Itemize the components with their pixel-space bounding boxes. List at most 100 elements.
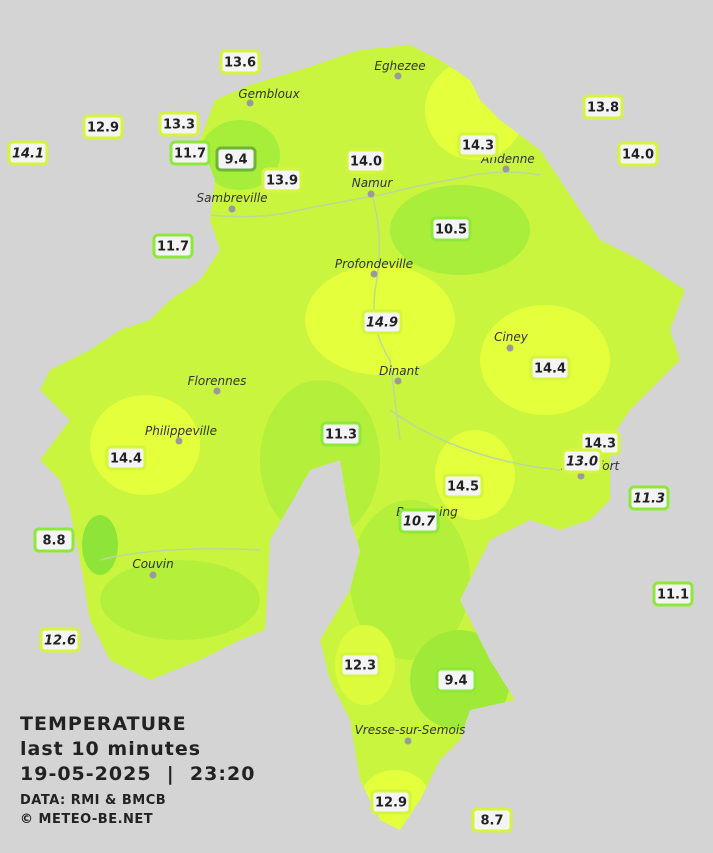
city-name: Florennes — [188, 374, 247, 388]
station: 13.8 — [582, 94, 624, 120]
city-dot — [394, 72, 402, 80]
station-box — [582, 94, 624, 120]
city-name: Dinant — [379, 364, 420, 378]
legend: TEMPERATURE last 10 minutes 19-05-2025 |… — [20, 713, 255, 827]
station-box — [442, 473, 484, 499]
station: 14.9 — [361, 309, 403, 335]
station-value: 14.4 — [534, 362, 566, 377]
station-value: 12.6 — [44, 634, 76, 649]
city-dot — [228, 205, 236, 213]
station: 12.9 — [370, 789, 412, 815]
station-box — [430, 216, 472, 242]
station-box — [169, 140, 211, 166]
station-value: 11.3 — [325, 428, 357, 443]
station-value: 13.0 — [566, 455, 598, 470]
station-box — [152, 233, 194, 259]
station: 14.5 — [442, 473, 484, 499]
station: 8.7 — [471, 807, 513, 833]
station: 12.9 — [82, 114, 124, 140]
station-box — [652, 581, 694, 607]
station: 12.3 — [339, 652, 381, 678]
station: 13.6 — [219, 49, 261, 75]
station: 9.4 — [435, 667, 477, 693]
station: 8.8 — [33, 527, 75, 553]
station-box — [529, 355, 571, 381]
city-dot — [506, 344, 514, 352]
station-box — [7, 140, 49, 166]
station-value: 13.9 — [266, 174, 298, 189]
station-value: 8.7 — [480, 814, 503, 829]
station: 11.7 — [169, 140, 211, 166]
station-value: 14.0 — [622, 148, 654, 163]
city-name: Vresse-sur-Semois — [355, 723, 466, 737]
station-box — [628, 485, 670, 511]
station-value: 11.3 — [633, 492, 665, 507]
city-dot — [367, 190, 375, 198]
city-dot — [577, 472, 585, 480]
station-box — [261, 167, 303, 193]
station-value: 14.9 — [366, 316, 398, 331]
station-box — [457, 132, 499, 158]
station-box — [219, 49, 261, 75]
city-name: Sambreville — [196, 191, 267, 205]
station-box — [320, 421, 362, 447]
station-value: 14.3 — [462, 139, 494, 154]
station: 13.3 — [158, 111, 200, 137]
station-value: 9.4 — [224, 153, 247, 168]
station-box — [339, 652, 381, 678]
station-value: 13.3 — [163, 118, 195, 133]
city-name: Couvin — [132, 557, 173, 571]
station-box — [361, 309, 403, 335]
city-dot — [394, 377, 402, 385]
station-value: 9.4 — [444, 674, 467, 689]
city-dot — [213, 387, 221, 395]
station: 10.5 — [430, 216, 472, 242]
city-dot — [404, 737, 412, 745]
station-box — [617, 141, 659, 167]
station-box — [33, 527, 75, 553]
station: 11.7 — [152, 233, 194, 259]
city-dot — [246, 99, 254, 107]
city-dot — [149, 571, 157, 579]
station-value: 13.8 — [587, 101, 619, 116]
station-value: 11.1 — [657, 588, 689, 603]
station: 9.4 — [215, 146, 257, 172]
station-box — [398, 508, 440, 534]
city-name: Ciney — [494, 330, 529, 344]
station-value: 8.8 — [42, 534, 65, 549]
station: 14.1 — [7, 140, 49, 166]
station: 11.3 — [628, 485, 670, 511]
station: 14.4 — [529, 355, 571, 381]
station-box — [561, 448, 603, 474]
station-value: 11.7 — [157, 240, 189, 255]
station-value: 14.3 — [584, 437, 616, 452]
station: 13.0 — [561, 448, 603, 474]
station-box — [471, 807, 513, 833]
station-value: 14.5 — [447, 480, 479, 495]
legend-title: TEMPERATURE — [20, 713, 187, 735]
city-name: Eghezee — [374, 59, 425, 73]
station-value: 14.1 — [12, 147, 44, 162]
station: 11.3 — [320, 421, 362, 447]
station-box — [82, 114, 124, 140]
station-box — [39, 627, 81, 653]
station-value: 11.7 — [174, 147, 206, 162]
station: 14.4 — [105, 445, 147, 471]
station-value: 14.0 — [350, 155, 382, 170]
station: 14.3 — [457, 132, 499, 158]
stations: 13.6 12.9 13.3 14.1 11.7 9.4 13.9 14.0 14.3 13.8 1… — [7, 49, 694, 833]
station-value: 13.6 — [224, 56, 256, 71]
station: 10.7 — [398, 508, 440, 534]
city-name: Profondeville — [335, 257, 413, 271]
station-box — [370, 789, 412, 815]
station-box — [105, 445, 147, 471]
city-dot — [175, 437, 183, 445]
station-value: 10.7 — [403, 515, 436, 530]
legend-datetime: 19-05-2025 | 23:20 — [20, 763, 255, 785]
station: 11.1 — [652, 581, 694, 607]
station-box — [215, 146, 257, 172]
station-box — [158, 111, 200, 137]
station: 12.6 — [39, 627, 81, 653]
legend-source: DATA: RMI & BMCB — [20, 793, 166, 808]
